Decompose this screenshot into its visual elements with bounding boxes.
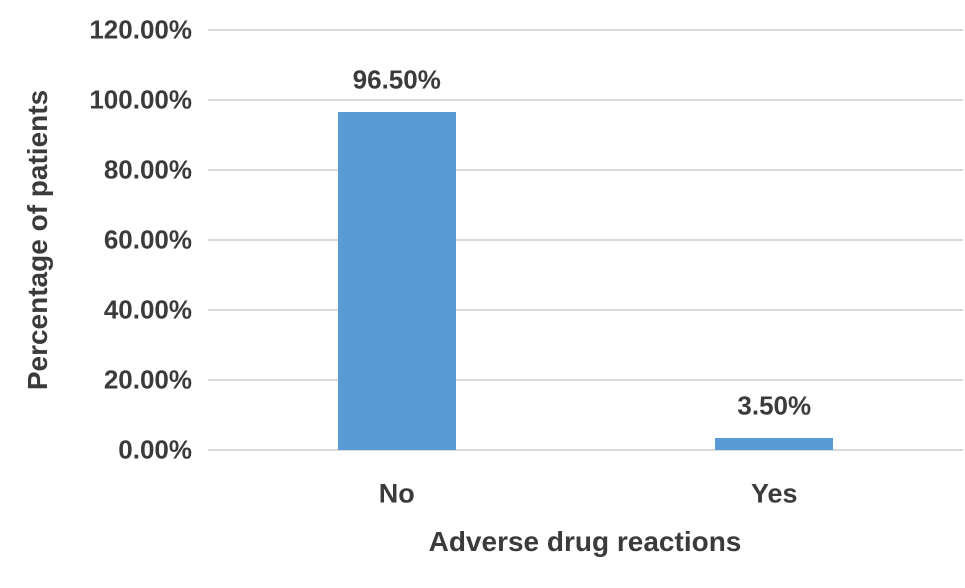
- y-axis-tick-label: 60.00%: [103, 224, 192, 255]
- data-label: 3.50%: [737, 390, 812, 421]
- gridline: [208, 379, 963, 381]
- x-axis-line: [208, 449, 963, 451]
- y-axis-tick-label: 120.00%: [89, 14, 192, 45]
- y-axis-tick-label: 80.00%: [103, 154, 192, 185]
- x-axis-category-label: Yes: [750, 478, 798, 509]
- y-axis-tick-label: 0.00%: [118, 434, 192, 465]
- bar-yes: [715, 437, 834, 450]
- gridline: [208, 29, 963, 31]
- gridline: [208, 169, 963, 171]
- x-axis-category-label: No: [378, 478, 415, 509]
- data-label: 96.50%: [352, 64, 441, 95]
- y-axis-tick-label: 100.00%: [89, 84, 192, 115]
- y-axis-tick-label: 20.00%: [103, 364, 192, 395]
- gridline: [208, 309, 963, 311]
- x-axis-title: Adverse drug reactions: [428, 526, 742, 557]
- gridline: [208, 99, 963, 101]
- y-axis-tick-label: 40.00%: [103, 294, 192, 325]
- gridline: [208, 239, 963, 241]
- bar-no: [337, 112, 456, 450]
